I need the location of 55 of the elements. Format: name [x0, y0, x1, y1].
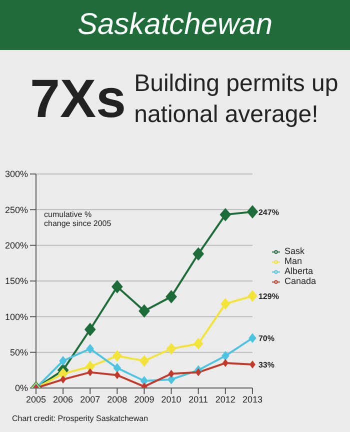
- point: [60, 375, 66, 384]
- x-tick-label: 2013: [242, 394, 262, 404]
- x-tick-label: 2009: [134, 394, 154, 404]
- y-tick-label: 200%: [4, 240, 28, 251]
- text: Chart credit: Prosperity Saskatchewan: [12, 414, 148, 423]
- y-tick-label: 50%: [10, 348, 28, 358]
- y-tick-label: 100%: [4, 312, 28, 322]
- data-label: 33%: [258, 360, 274, 370]
- point: [249, 360, 256, 368]
- point: [139, 355, 150, 367]
- point: [86, 344, 94, 354]
- point: [166, 290, 177, 304]
- x-tick-label: 2006: [53, 394, 74, 404]
- point: [168, 370, 174, 378]
- point: [248, 333, 256, 343]
- legend-label: Sask: [284, 246, 304, 256]
- point: [248, 290, 258, 302]
- text: 7Xs: [30, 68, 126, 130]
- x-tick-label: 2008: [107, 394, 128, 404]
- legend-label: Alberta: [284, 266, 313, 276]
- point: [222, 351, 230, 361]
- point: [167, 374, 176, 384]
- y-tick-label: 300%: [4, 169, 28, 180]
- point: [111, 280, 123, 294]
- point: [192, 247, 204, 261]
- data-label: 70%: [258, 334, 274, 344]
- point: [220, 298, 230, 310]
- point: [222, 359, 228, 368]
- point: [138, 304, 150, 318]
- point: [84, 322, 96, 336]
- x-tick-label: 2010: [161, 394, 182, 404]
- x-tick-label: 2011: [188, 394, 208, 404]
- chart-title: Saskatchewan: [0, 0, 350, 50]
- chart-subtitle: Building permits up national average!: [134, 68, 340, 130]
- data-label: 247%: [258, 208, 279, 217]
- point: [166, 342, 176, 355]
- y-tick-label: 150%: [4, 276, 28, 286]
- x-tick-label: 2012: [215, 394, 236, 404]
- point: [195, 368, 202, 376]
- point: [220, 208, 232, 222]
- x-tick-label: 2007: [80, 394, 100, 404]
- y-tick-label: 250%: [4, 204, 28, 215]
- point: [112, 350, 122, 362]
- point: [59, 356, 67, 366]
- legend-label: Man: [284, 256, 302, 266]
- point: [194, 338, 204, 350]
- annotation: cumulative % change since 2005: [44, 210, 112, 228]
- point: [113, 363, 122, 373]
- x-tick-label: 2005: [26, 394, 46, 404]
- data-label: 129%: [258, 292, 279, 301]
- point: [114, 371, 120, 380]
- point: [246, 205, 258, 219]
- legend-label: Canada: [284, 276, 316, 286]
- point: [87, 368, 94, 376]
- y-tick-label: 0%: [14, 383, 28, 394]
